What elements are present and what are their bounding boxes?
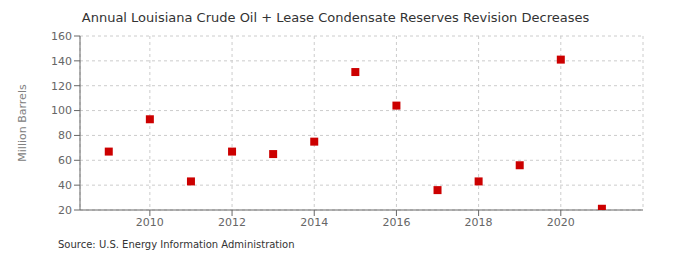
- svg-text:2010: 2010: [136, 216, 164, 229]
- html-text:Source: U.S. Energy Informatio: Source: U.S. Energy Information Administ…: [58, 239, 295, 250]
- svg-text:2020: 2020: [547, 216, 575, 229]
- svg-text:2018: 2018: [465, 216, 493, 229]
- svg-text:80: 80: [58, 129, 72, 142]
- svg-text:20: 20: [58, 204, 72, 217]
- svg-text:160: 160: [51, 30, 72, 43]
- svg-text:120: 120: [51, 80, 72, 93]
- svg-text:40: 40: [58, 179, 72, 192]
- svg-text:Million Barrels: Million Barrels: [16, 84, 29, 162]
- svg-text:2012: 2012: [218, 216, 246, 229]
- html-text:Annual Louisiana Crude Oil + L: Annual Louisiana Crude Oil + Lease Conde…: [81, 10, 590, 25]
- svg-text:140: 140: [51, 55, 72, 68]
- svg-text:100: 100: [51, 104, 72, 117]
- svg-text:60: 60: [58, 154, 72, 167]
- svg-text:2014: 2014: [300, 216, 328, 229]
- svg-text:2016: 2016: [382, 216, 410, 229]
